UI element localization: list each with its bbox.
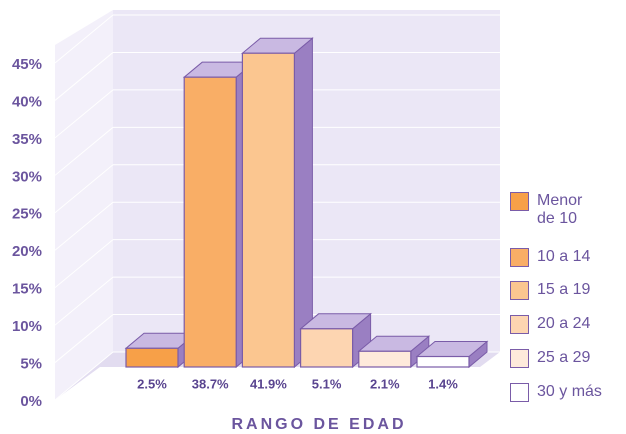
- legend-swatch: [510, 383, 529, 402]
- value-label: 2.1%: [370, 376, 400, 391]
- y-tick-label: 30%: [12, 168, 42, 185]
- y-tick-label: 25%: [12, 206, 42, 223]
- bar: [183, 76, 237, 368]
- legend-swatch: [510, 315, 529, 334]
- y-tick-label: 35%: [12, 131, 42, 148]
- grid-line: [54, 14, 114, 64]
- legend-item: 25 a 29: [510, 349, 590, 368]
- grid-line: [54, 351, 114, 401]
- grid-line: [54, 276, 114, 326]
- y-tick-label: 5%: [20, 356, 42, 373]
- legend-item: 10 a 14: [510, 248, 590, 267]
- value-label: 38.7%: [192, 376, 229, 391]
- legend-swatch: [510, 281, 529, 300]
- legend-item: 20 a 24: [510, 315, 590, 334]
- legend-label: 25 a 29: [537, 349, 591, 366]
- grid-line: [54, 314, 114, 363]
- value-label: 2.5%: [137, 376, 167, 391]
- grid-line: [54, 239, 114, 289]
- bar: [416, 355, 470, 368]
- y-tick-label: 45%: [12, 56, 42, 73]
- legend-item: Menor de 10: [510, 192, 587, 228]
- grid-line: [54, 201, 114, 251]
- x-axis-title: RANGO DE EDAD: [231, 416, 406, 433]
- bar: [125, 347, 179, 368]
- legend-item: 15 a 19: [510, 281, 590, 300]
- y-tick-label: 15%: [12, 281, 42, 298]
- value-label: 5.1%: [312, 376, 342, 391]
- legend-swatch: [510, 248, 529, 267]
- bar: [241, 52, 295, 368]
- legend-label: 15 a 19: [537, 281, 591, 298]
- bar: [358, 350, 412, 368]
- legend-swatch: [510, 192, 529, 211]
- value-label: 1.4%: [428, 376, 458, 391]
- y-tick-label: 40%: [12, 93, 42, 110]
- legend-label: 20 a 24: [537, 315, 591, 332]
- side-wall: [55, 10, 113, 400]
- y-tick-label: 0%: [20, 393, 42, 410]
- bar-side: [293, 37, 313, 369]
- y-tick-label: 20%: [12, 243, 42, 260]
- legend-label: 10 a 14: [537, 248, 591, 265]
- legend-label: Menor de 10: [537, 192, 583, 227]
- grid-line: [54, 52, 114, 101]
- y-tick-label: 10%: [12, 318, 42, 335]
- bar: [300, 328, 354, 368]
- grid-line: [54, 89, 114, 139]
- value-label: 41.9%: [250, 376, 287, 391]
- grid-line: [54, 126, 114, 176]
- legend-swatch: [510, 349, 529, 368]
- grid-line: [54, 164, 114, 214]
- legend-label: 30 y más: [537, 383, 602, 400]
- legend-item: 30 y más: [510, 383, 602, 402]
